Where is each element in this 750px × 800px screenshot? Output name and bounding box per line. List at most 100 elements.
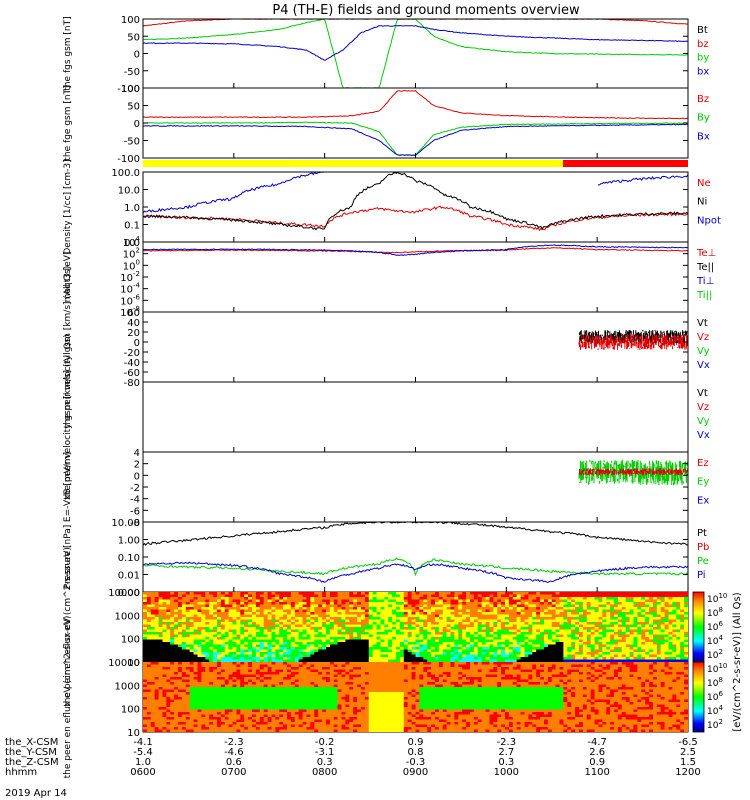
spectrogram-pixel: [602, 612, 607, 616]
spectrogram-pixel: [450, 612, 455, 616]
spectrogram-pixel: [528, 607, 533, 611]
spectrogram-pixel: [396, 642, 401, 646]
spectrogram-pixel: [267, 614, 273, 618]
spectrogram-pixel: [368, 657, 374, 661]
spectrogram-pixel: [353, 657, 358, 661]
spectrogram-pixel: [540, 612, 545, 616]
fge-gsm-ytick-label: 100: [121, 84, 140, 95]
spectrogram-pixel: [664, 624, 670, 628]
spectrogram-pixel: [602, 654, 607, 658]
spectrogram-pixel: [555, 659, 561, 663]
spectrogram-pixel: [341, 614, 346, 618]
spectrogram-pixel: [388, 642, 393, 646]
spectrogram-pixel: [189, 652, 195, 656]
spectrogram-pixel: [197, 709, 202, 713]
spectrogram-pixel: [220, 709, 226, 713]
spectrogram-pixel: [322, 629, 327, 633]
spectrogram-pixel: [162, 599, 167, 603]
spectrogram-pixel: [446, 599, 452, 603]
spectrogram-pixel: [236, 652, 241, 656]
spectrogram-pixel: [368, 612, 374, 616]
spectrogram-pixel: [189, 692, 195, 696]
spectrogram-pixel: [540, 654, 545, 658]
spectrogram-pixel: [602, 637, 607, 641]
spectrogram-pixel: [384, 659, 389, 663]
spectrogram-pixel: [579, 622, 584, 626]
spectrogram-pixel: [166, 719, 171, 723]
spectrogram-pixel: [598, 594, 603, 598]
spectrogram-pixel: [680, 627, 685, 631]
spectrogram-pixel: [329, 634, 335, 638]
spectrogram-pixel: [454, 599, 459, 603]
spectrogram-pixel: [664, 599, 670, 603]
spectrogram-pixel: [337, 657, 343, 661]
spectrogram-pixel: [143, 642, 148, 646]
spectrogram-pixel: [450, 639, 455, 643]
spectrogram-pixel: [185, 729, 191, 732]
spectrogram-pixel: [209, 639, 214, 643]
spectrogram-pixel: [477, 657, 483, 661]
spectrogram-pixel: [617, 609, 623, 613]
spectrogram-pixel: [617, 639, 623, 643]
spectrogram-pixel: [532, 614, 537, 618]
spectrogram-pixel: [166, 672, 171, 676]
spectrogram-pixel: [586, 634, 592, 638]
spectrogram-pixel: [236, 669, 241, 673]
spectrogram-pixel: [617, 602, 623, 606]
spectrogram-pixel: [590, 607, 596, 611]
spectrogram-pixel: [193, 609, 199, 613]
spectrogram-pixel: [201, 629, 206, 633]
spectrogram-pixel: [166, 604, 171, 608]
spectrogram-pixel: [376, 629, 382, 633]
spectrogram-pixel: [146, 717, 152, 721]
spectrogram-pixel: [205, 637, 210, 641]
spectrogram-pixel: [244, 672, 249, 676]
spectrogram-pixel: [516, 597, 522, 601]
spectrogram-pixel: [158, 614, 164, 618]
spectrogram-pixel: [473, 634, 479, 638]
spectrogram-pixel: [680, 654, 685, 658]
spectrogram-pixel: [396, 659, 401, 663]
spectrogram-pixel: [575, 612, 580, 616]
spectrogram-pixel: [388, 647, 393, 651]
spectrogram-pixel: [178, 674, 183, 678]
spectrogram-pixel: [512, 594, 518, 598]
spectrogram-pixel: [318, 597, 323, 601]
spectrogram-pixel: [178, 594, 183, 598]
spectrogram-pixel: [454, 592, 459, 596]
spectrogram-pixel: [154, 652, 160, 656]
spectrogram-pixel: [162, 677, 167, 681]
spectrogram-pixel: [244, 662, 249, 666]
spectrogram-pixel: [470, 617, 475, 621]
spectrogram-pixel: [477, 609, 483, 613]
spectrogram-pixel: [189, 654, 195, 658]
spectrogram-pixel: [244, 619, 249, 623]
spectrogram-pixel: [563, 652, 568, 656]
spectrogram-pixel: [380, 632, 385, 636]
spectrogram-pixel: [302, 614, 308, 618]
spectrogram-pixel: [298, 639, 304, 643]
spectrogram-pixel: [680, 594, 685, 598]
spectrogram-pixel: [547, 639, 553, 643]
spectrogram-pixel: [162, 617, 167, 621]
spectrogram-pixel: [244, 717, 249, 721]
spectrogram-pixel: [228, 709, 234, 713]
spectrogram-pixel: [473, 657, 479, 661]
spectrogram-pixel: [197, 644, 202, 648]
spectrogram-pixel: [544, 622, 549, 626]
spectrogram-pixel: [205, 687, 210, 691]
spectrogram-pixel: [205, 729, 210, 732]
spectrogram-pixel: [567, 654, 572, 658]
spectrogram-pixel: [501, 629, 506, 633]
spectrogram-pixel: [294, 627, 300, 631]
spectrogram-pixel: [162, 634, 167, 638]
spectrogram-pixel: [427, 647, 432, 651]
spectrogram-pixel: [143, 657, 148, 661]
spectrogram-pixel: [252, 654, 257, 658]
spectrogram-pixel: [166, 704, 171, 708]
spectrogram-pixel: [388, 657, 393, 661]
spectrogram-pixel: [185, 667, 191, 671]
spectrogram-pixel: [466, 632, 471, 636]
spectrogram-pixel: [361, 657, 366, 661]
spectrogram-pixel: [209, 594, 214, 598]
